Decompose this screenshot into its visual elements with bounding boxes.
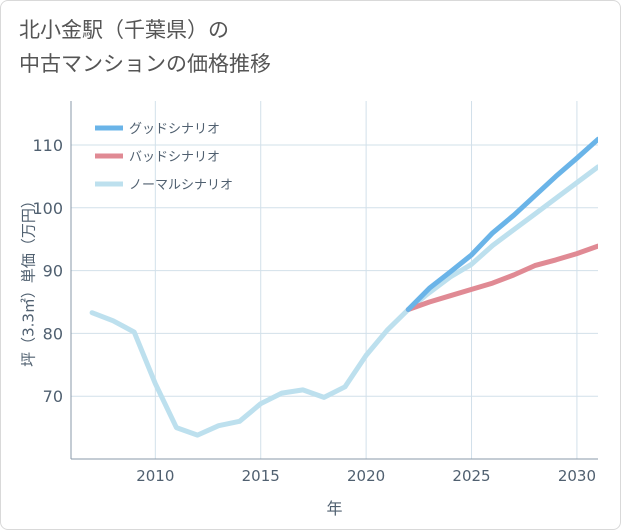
y-tick-label: 110	[32, 136, 63, 155]
x-tick-label: 2030	[558, 467, 596, 485]
x-tick-label: 2010	[136, 467, 174, 485]
x-axis-title: 年	[326, 499, 342, 518]
x-tick-label: 2015	[242, 467, 280, 485]
series-line-2	[405, 243, 598, 312]
series-lines	[89, 136, 598, 438]
y-tick-label: 80	[43, 324, 63, 343]
legend-label-3: ノーマルシナリオ	[129, 178, 233, 193]
series-line-3	[89, 164, 598, 438]
legend-label-2: バッドシナリオ	[129, 150, 220, 165]
x-tick-label: 2020	[347, 467, 385, 485]
y-tick-label: 90	[43, 262, 63, 281]
y-tick-label: 100	[32, 199, 63, 218]
y-axis-title: 坪（3.3㎡）単価（万円）	[20, 193, 38, 367]
series-line-1	[405, 136, 598, 312]
chart-title: 北小金駅（千葉県）の 中古マンションの価格推移	[19, 13, 271, 81]
chart-title-line-1: 北小金駅（千葉県）の	[19, 18, 229, 42]
x-tick-label: 2025	[452, 467, 490, 485]
y-tick-label: 70	[43, 387, 63, 406]
chart-title-line-2: 中古マンションの価格推移	[19, 52, 271, 76]
legend-label-1: グッドシナリオ	[129, 122, 220, 137]
